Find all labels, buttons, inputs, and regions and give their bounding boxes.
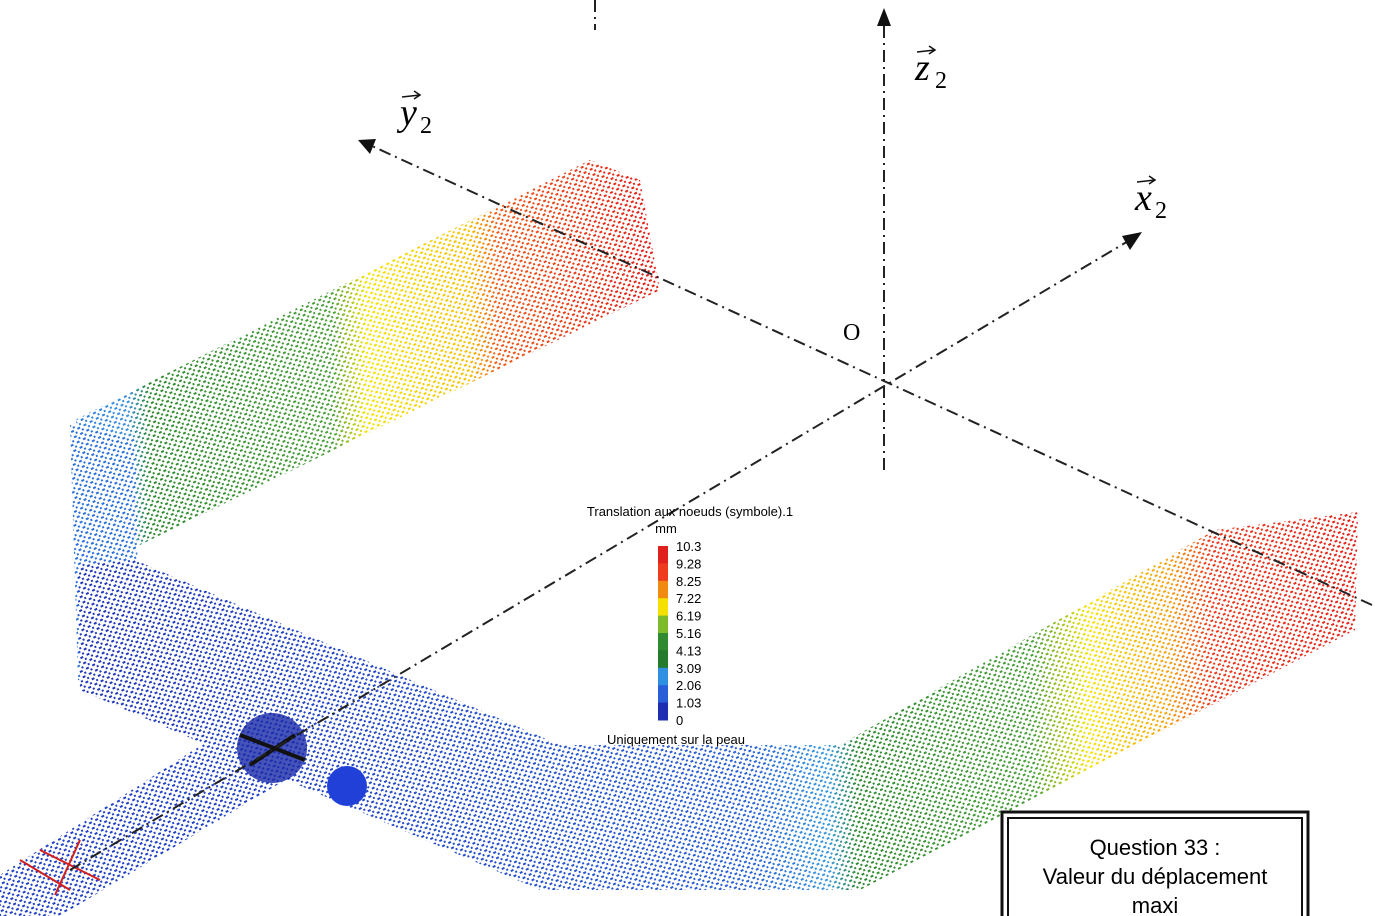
axis-symbol: z	[914, 47, 930, 89]
sphere	[327, 766, 367, 806]
axis-subscript: 2	[1155, 198, 1167, 224]
structure	[0, 160, 1358, 916]
colorbar-segment	[658, 685, 668, 703]
question-line: maxi	[1132, 893, 1178, 916]
legend-level: 0	[676, 713, 683, 728]
legend-level: 5.16	[676, 626, 701, 641]
legend-unit: mm	[655, 521, 677, 536]
legend-title: Translation aux noeuds (symbole).1	[587, 504, 793, 519]
question-line: Valeur du déplacement	[1043, 864, 1268, 889]
legend-level: 1.03	[676, 696, 701, 711]
colorbar-segment	[658, 633, 668, 651]
colorbar-segment	[658, 546, 668, 564]
legend-level: 9.28	[676, 556, 701, 571]
legend-note: Uniquement sur la peau	[607, 732, 745, 747]
colorbar-segment	[658, 650, 668, 668]
colorbar-segment	[658, 563, 668, 581]
colorbar-segment	[658, 616, 668, 634]
colorbar-segment	[658, 581, 668, 599]
question-line: Question 33 :	[1090, 835, 1221, 860]
legend-level: 6.19	[676, 609, 701, 624]
origin-label: O	[843, 320, 860, 346]
colorbar-segment	[658, 598, 668, 616]
axis-subscript: 2	[935, 68, 947, 94]
legend-level: 10.3	[676, 539, 701, 554]
colorbar-segment	[658, 668, 668, 686]
legend-level: 8.25	[676, 574, 701, 589]
legend-level: 2.06	[676, 678, 701, 693]
axis-subscript: 2	[420, 113, 432, 139]
colorbar-segment	[658, 703, 668, 721]
figure: y2z2x2OTranslation aux noeuds (symbole).…	[0, 0, 1375, 916]
legend-level: 7.22	[676, 591, 701, 606]
legend-level: 3.09	[676, 661, 701, 676]
legend-level: 4.13	[676, 643, 701, 658]
